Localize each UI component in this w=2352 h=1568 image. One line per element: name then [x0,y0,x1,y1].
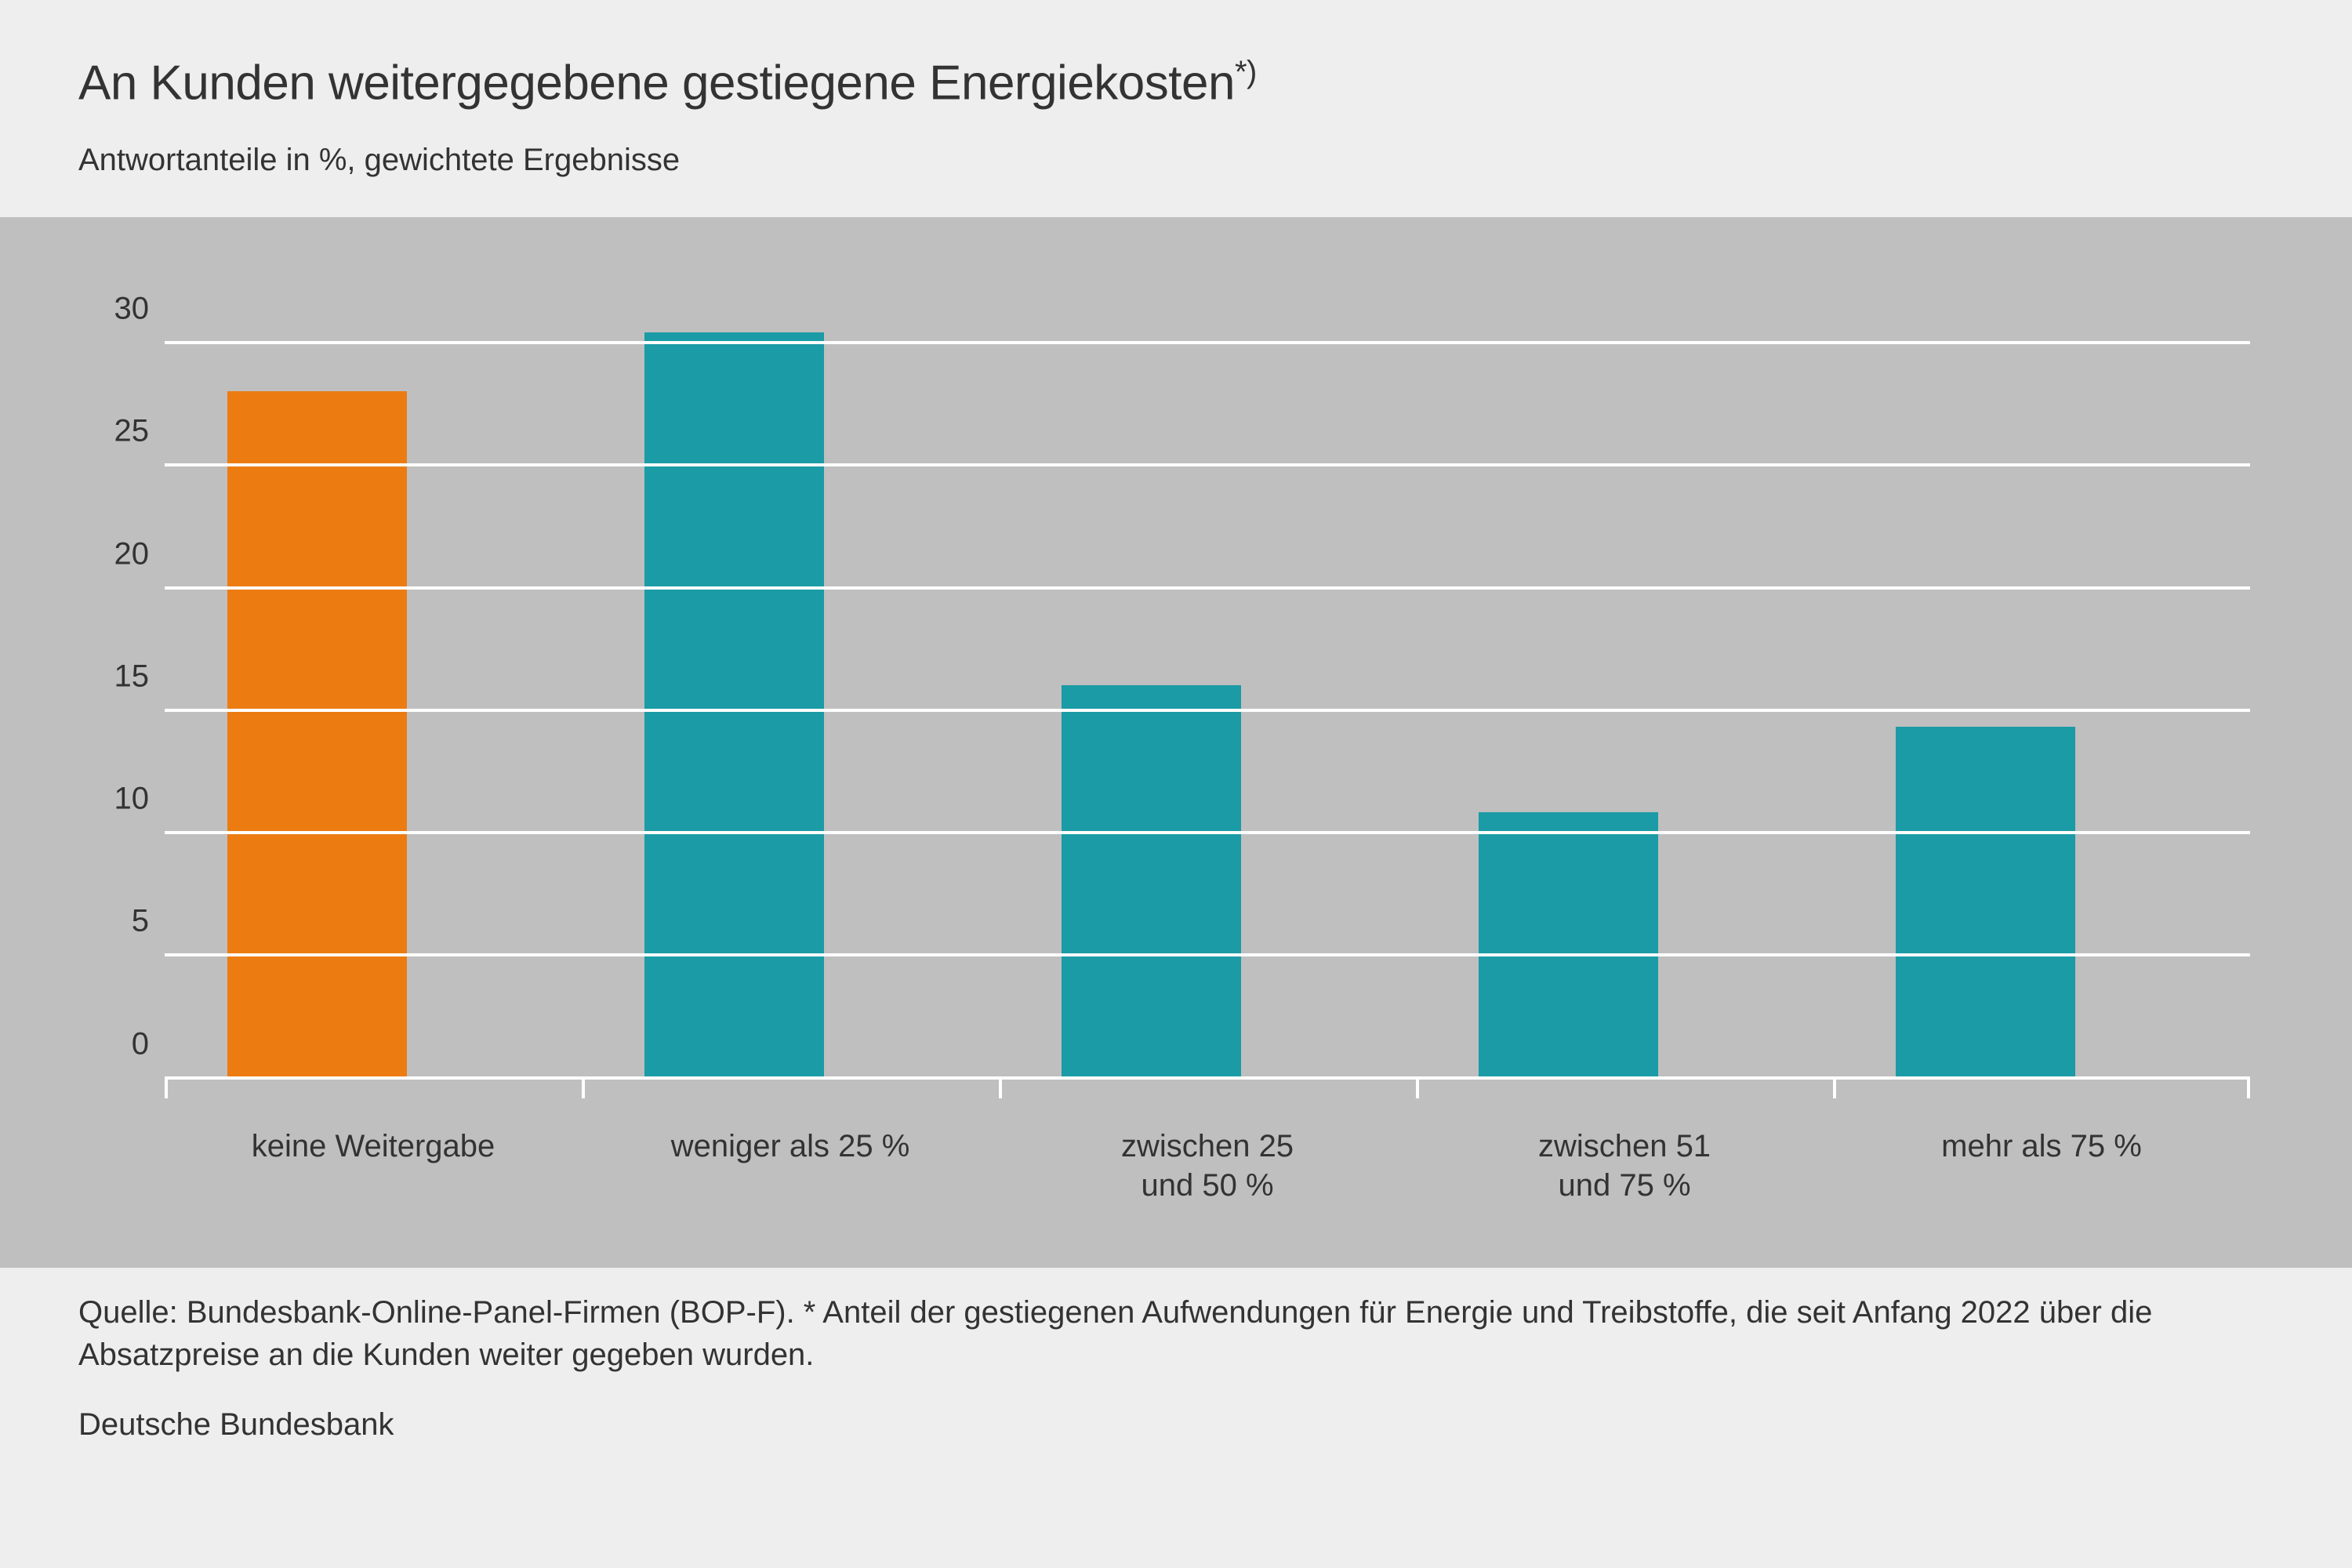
bar-cell [999,296,1416,1080]
bar [1896,727,2075,1080]
header: An Kunden weitergegebene gestiegene Ener… [0,0,2352,194]
gridline [165,953,2250,956]
bar [227,391,407,1080]
gridline [165,341,2250,344]
y-tick-label: 0 [71,1026,149,1062]
gridline [165,586,2250,590]
y-tick-label: 30 [71,292,149,327]
bars-container [165,296,2250,1080]
bar [644,332,824,1080]
x-tick [999,1080,1002,1098]
y-tick-label: 5 [71,904,149,939]
chart-title-marker: *) [1235,55,1257,89]
x-axis-label: weniger als 25 % [582,1111,999,1252]
x-axis-label: keine Weitergabe [165,1111,582,1252]
bar-chart: 051015202530 keine Weitergabeweniger als… [71,264,2281,1252]
x-axis-label: zwischen 25 und 50 % [999,1111,1416,1252]
bar-cell [165,296,582,1080]
y-tick-label: 25 [71,414,149,449]
attribution: Deutsche Bundesbank [78,1403,2274,1446]
x-tick [582,1080,585,1098]
gridline [165,709,2250,712]
gridline [165,831,2250,834]
footer: Quelle: Bundesbank-Online-Panel-Firmen (… [0,1268,2352,1446]
gridline [165,463,2250,466]
x-axis-label: zwischen 51 und 75 % [1416,1111,1833,1252]
x-axis-label: mehr als 75 % [1833,1111,2250,1252]
chart-subtitle: Antwortanteile in %, gewichtete Ergebnis… [78,143,2274,178]
page: An Kunden weitergegebene gestiegene Ener… [0,0,2352,1568]
bar-cell [1416,296,1833,1080]
bar [1479,812,1658,1080]
bar [1062,685,1241,1080]
chart-title-text: An Kunden weitergegebene gestiegene Ener… [78,56,1235,111]
gridline [165,1076,2250,1080]
x-tick [165,1080,168,1098]
chart-title: An Kunden weitergegebene gestiegene Ener… [78,55,2274,111]
x-tick [2247,1080,2250,1098]
x-tick [1416,1080,1419,1098]
x-tick [1833,1080,1836,1098]
footer-note: Quelle: Bundesbank-Online-Panel-Firmen (… [78,1291,2274,1376]
y-tick-label: 20 [71,536,149,572]
plot-area: 051015202530 [165,296,2250,1080]
y-tick-label: 10 [71,782,149,817]
x-axis-labels: keine Weitergabeweniger als 25 %zwischen… [165,1111,2250,1252]
bar-cell [582,296,999,1080]
bar-cell [1833,296,2250,1080]
chart-band: 051015202530 keine Weitergabeweniger als… [0,217,2352,1268]
y-tick-label: 15 [71,659,149,694]
